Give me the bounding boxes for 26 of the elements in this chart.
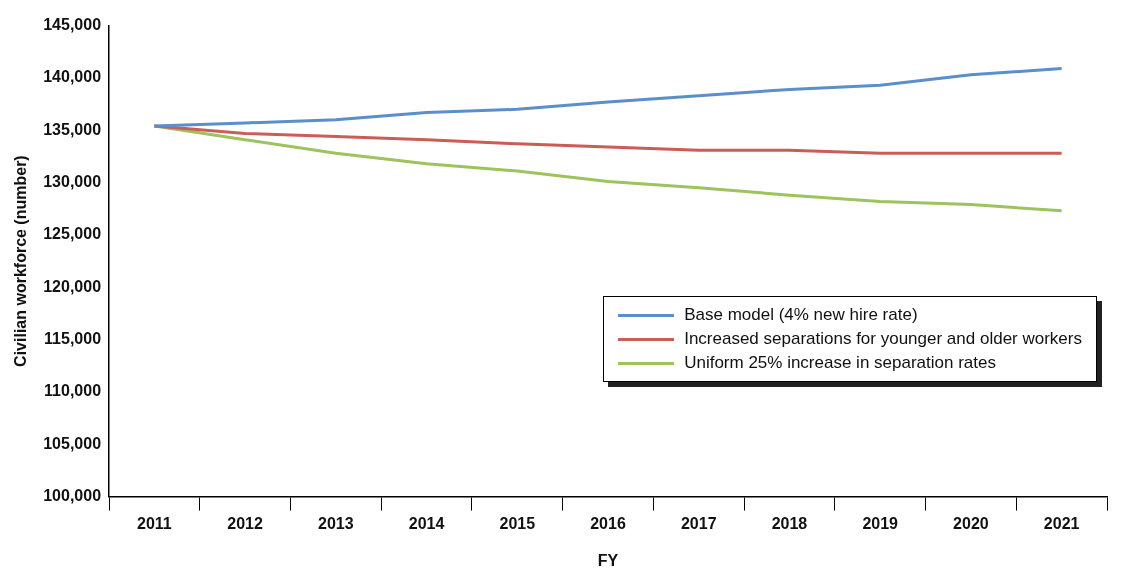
legend-label: Increased separations for younger and older workers xyxy=(684,329,1082,349)
legend-label: Base model (4% new hire rate) xyxy=(684,305,918,325)
x-tick-label: 2019 xyxy=(862,514,899,532)
y-tick-label: 130,000 xyxy=(43,173,102,191)
x-tick-label: 2018 xyxy=(771,514,808,532)
x-tick-label: 2017 xyxy=(680,514,717,532)
x-tick-label: 2015 xyxy=(499,514,536,532)
y-tick-label: 120,000 xyxy=(43,277,102,295)
x-tick-label: 2012 xyxy=(227,514,264,532)
y-tick-label: 115,000 xyxy=(44,330,102,348)
x-axis-title: FY xyxy=(597,551,619,569)
y-tick-label: 105,000 xyxy=(43,434,102,452)
legend-label: Uniform 25% increase in separation rates xyxy=(684,353,996,373)
x-tick-label: 2014 xyxy=(408,514,445,532)
y-tick-label: 135,000 xyxy=(43,120,102,138)
y-axis-title: Civilian workforce (number) xyxy=(12,155,30,367)
x-tick-label: 2021 xyxy=(1043,514,1080,532)
y-tick-label: 110,000 xyxy=(44,382,102,400)
y-tick-label: 100,000 xyxy=(43,487,102,505)
x-tick-label: 2016 xyxy=(590,514,626,532)
x-tick-label: 2020 xyxy=(953,514,989,532)
x-tick-label: 2013 xyxy=(318,514,354,532)
y-tick-label: 140,000 xyxy=(43,68,102,86)
y-tick-label: 125,000 xyxy=(43,225,102,243)
y-tick-label: 145,000 xyxy=(43,16,102,34)
x-tick-label: 2011 xyxy=(137,514,172,532)
